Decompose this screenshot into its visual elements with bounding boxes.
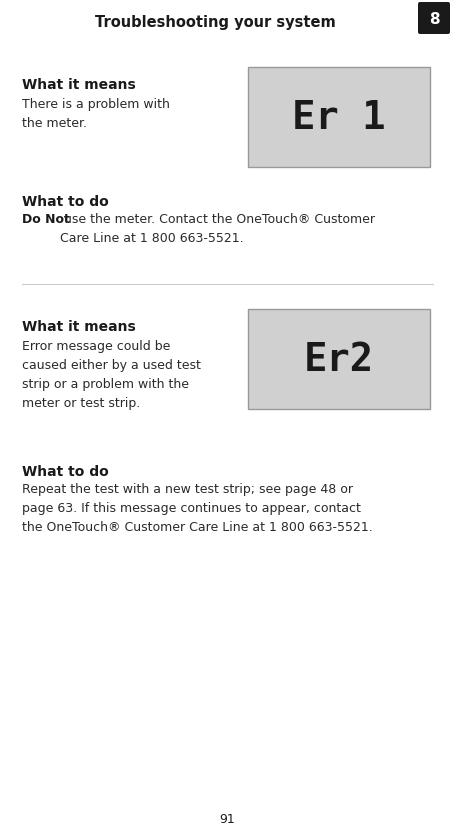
Text: What it means: What it means (22, 78, 136, 92)
Text: What to do: What to do (22, 195, 109, 209)
Text: Do Not: Do Not (22, 213, 70, 226)
FancyBboxPatch shape (418, 3, 450, 35)
Text: Er 1: Er 1 (292, 99, 386, 137)
Text: 8: 8 (429, 12, 440, 26)
Text: Troubleshooting your system: Troubleshooting your system (95, 15, 335, 30)
FancyBboxPatch shape (248, 68, 430, 168)
Text: There is a problem with
the meter.: There is a problem with the meter. (22, 98, 170, 130)
FancyBboxPatch shape (248, 310, 430, 410)
Text: use the meter. Contact the OneTouch® Customer
Care Line at 1 800 663-5521.: use the meter. Contact the OneTouch® Cus… (60, 213, 375, 245)
Text: What it means: What it means (22, 320, 136, 334)
Text: 91: 91 (219, 812, 235, 825)
Text: Er2: Er2 (304, 340, 374, 378)
Text: Repeat the test with a new test strip; see page 48 or
page 63. If this message c: Repeat the test with a new test strip; s… (22, 483, 373, 533)
Text: What to do: What to do (22, 465, 109, 479)
Text: Error message could be
caused either by a used test
strip or a problem with the
: Error message could be caused either by … (22, 339, 201, 410)
